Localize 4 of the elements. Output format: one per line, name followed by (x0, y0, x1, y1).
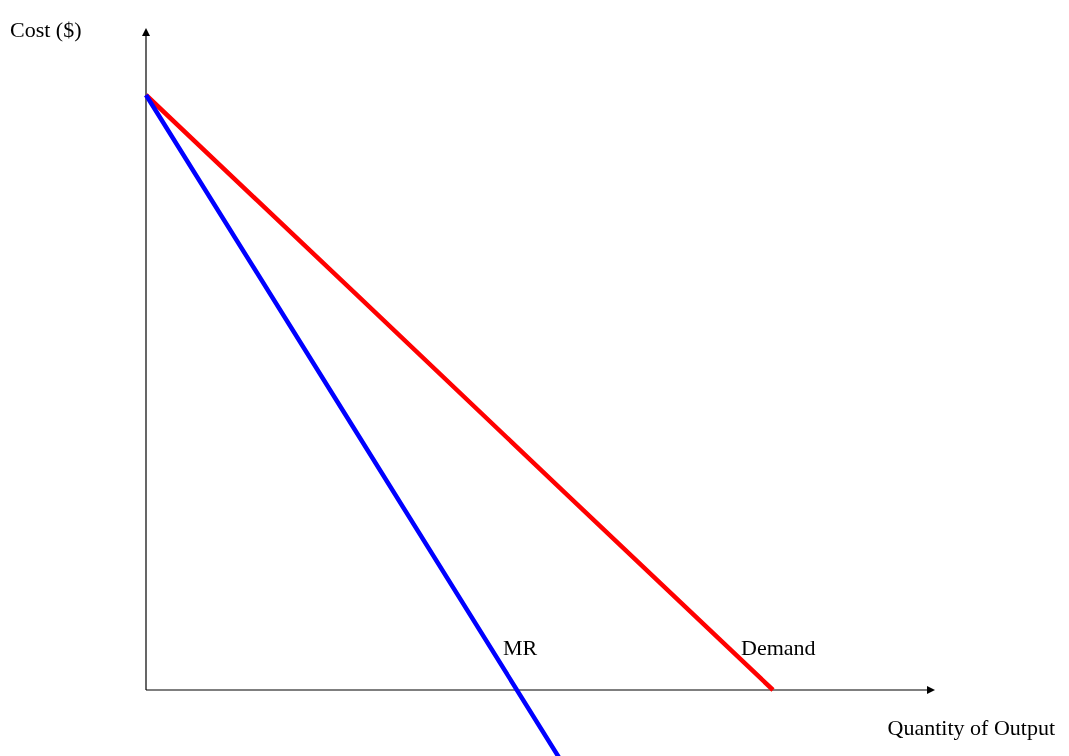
x-axis-title: Quantity of Output (887, 715, 1055, 740)
series-label: Demand (741, 635, 816, 661)
y-axis-title: Cost ($) (10, 17, 82, 42)
series-label: MR (503, 635, 538, 661)
